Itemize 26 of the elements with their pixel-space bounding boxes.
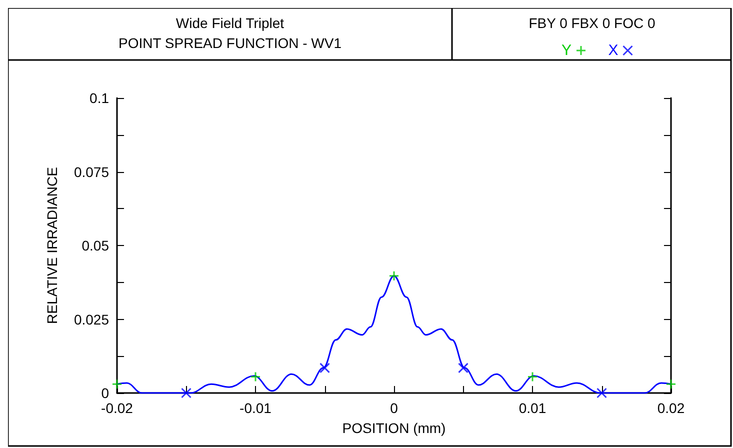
x-axis-title: POSITION (mm) (342, 420, 446, 436)
y-tick-label: 0 (101, 385, 110, 401)
x-tick-label: 0.01 (518, 400, 546, 416)
y-tick-label: 0.075 (74, 164, 110, 180)
point (181, 388, 192, 398)
point (112, 378, 122, 390)
chart-subtitle: POINT SPREAD FUNCTION - WV1 (118, 35, 342, 51)
legend-label: X (608, 42, 618, 59)
legend-label: Y (561, 42, 572, 59)
point (458, 362, 468, 374)
point (596, 388, 607, 398)
point (388, 270, 400, 282)
point (250, 372, 261, 382)
x-tick-label: 0 (390, 400, 398, 416)
y-axis-title: RELATIVE IRRADIANCE (44, 167, 60, 324)
y-tick-label: 0.1 (90, 90, 110, 106)
y-tick-label: 0.05 (82, 238, 110, 254)
x-tick-label: -0.02 (101, 400, 134, 416)
point (320, 362, 330, 374)
x-tick-label: 0.02 (657, 400, 685, 416)
x-tick-label: -0.01 (240, 400, 272, 416)
text: FBY 0 FBX 0 FOC 0 (528, 15, 656, 31)
chart-title: Wide Field Triplet (176, 15, 284, 31)
point (666, 378, 676, 390)
y-tick-label: 0.025 (74, 311, 110, 328)
point (527, 372, 538, 382)
